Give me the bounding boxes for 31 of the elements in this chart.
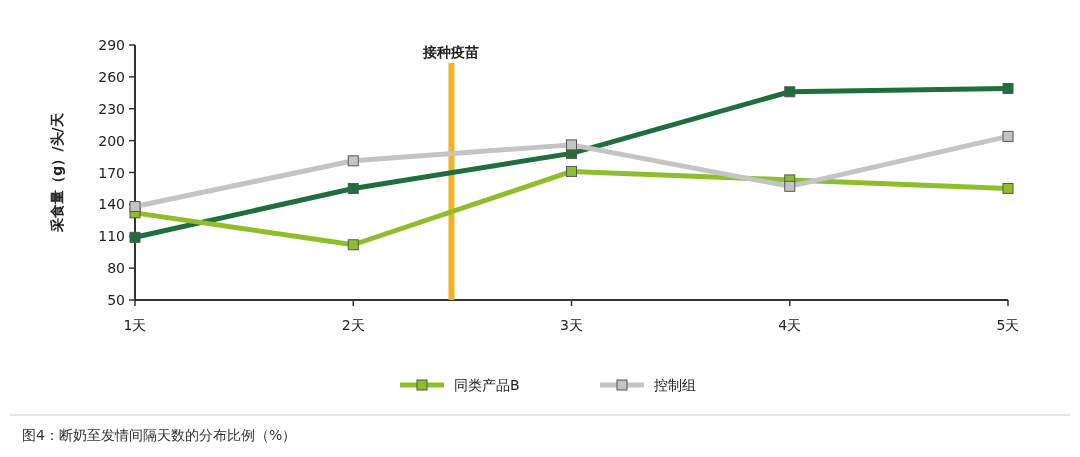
y-tick-label: 200: [98, 132, 125, 149]
y-tick-label: 140: [98, 196, 125, 213]
x-tick-label: 2天: [341, 317, 365, 333]
y-tick-label: 50: [107, 292, 125, 308]
y-tick-label: 110: [98, 228, 125, 245]
point: [1002, 83, 1014, 95]
y-tick-label: 290: [98, 37, 125, 53]
point: [347, 239, 359, 251]
point: [1002, 130, 1014, 142]
y-tick-label: 230: [98, 100, 125, 117]
x-tick-label: 3天: [560, 317, 583, 333]
y-tick-label: 170: [98, 164, 125, 181]
legend-label: 控制组: [654, 377, 696, 393]
x-tick-label: 4天: [778, 317, 802, 333]
x-tick-label: 5天: [996, 317, 1020, 333]
caption: 图4：断奶至发情间隔天数的分布比例（%）: [22, 427, 297, 443]
point: [347, 182, 359, 194]
y-axis-title: 采食量（g）/头/天: [49, 112, 65, 233]
ref-line-label: 接种疫苗: [422, 44, 480, 60]
point: [566, 165, 577, 177]
legend-label: 同类产品B: [454, 377, 520, 393]
point: [566, 139, 577, 151]
point: [784, 180, 796, 192]
point: [1002, 182, 1014, 194]
point: [129, 201, 141, 212]
y-tick-label: 80: [107, 260, 125, 277]
x-tick-label: 1天: [123, 317, 147, 333]
y-tick-label: 260: [98, 68, 125, 85]
point: [784, 86, 796, 98]
point: [347, 155, 359, 167]
point: [129, 231, 141, 243]
